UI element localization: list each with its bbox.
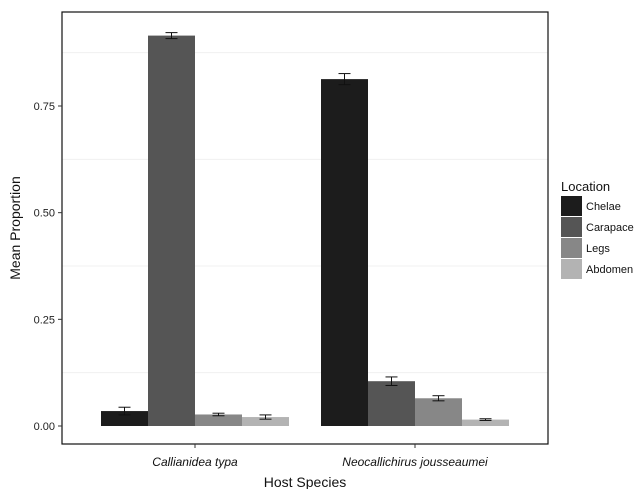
legend-title: Location [561,179,610,194]
legend-key-chelae [561,196,582,216]
error-bars-group [118,32,492,421]
legend-key-carapace [561,217,582,237]
y-axis-title: Mean Proportion [7,176,23,280]
error-bar-abdomen-2 [479,418,492,421]
error-bar-carapace-1 [165,32,178,40]
error-bar-carapace-2 [385,376,398,386]
y-tick-label-3: 0.75 [34,101,55,113]
legend-label-carapace: Carapace [586,222,634,234]
x-axis: Callianidea typa Neocallichirus jousseaum… [152,444,488,469]
x-tick-label-0: Callianidea typa [152,455,238,469]
bar-legs-1 [195,414,242,426]
legend-label-abdomen: Abdomen [586,264,633,276]
error-bar-chelae-2 [338,73,351,86]
gridlines [62,52,548,374]
error-bar-legs-2 [432,395,445,402]
legend: Location Chelae Carapace Legs Abdomen [561,179,634,279]
bars-group [101,35,509,427]
x-axis-title: Host Species [264,474,346,489]
x-tick-label-1: Neocallichirus jousseaumei [342,455,488,469]
bar-carapace-2 [368,381,415,426]
bar-chelae-2 [321,79,368,427]
plot-panel-border [61,11,549,445]
bar-abdomen-1 [242,417,289,426]
legend-label-legs: Legs [586,243,610,255]
legend-label-chelae: Chelae [586,201,621,213]
y-tick-label-0: 0.00 [34,421,55,433]
y-tick-label-1: 0.25 [34,314,55,326]
bar-chelae-1 [101,411,148,426]
bar-legs-2 [415,398,462,426]
error-bar-legs-1 [212,412,225,417]
legend-key-abdomen [561,259,582,279]
y-tick-label-2: 0.50 [34,208,55,220]
y-axis: 0.00 0.25 0.50 0.75 [34,101,62,433]
error-bar-chelae-1 [118,406,131,416]
legend-key-legs [561,238,582,258]
error-bar-abdomen-1 [259,414,272,420]
bar-abdomen-2 [462,419,509,426]
bar-carapace-1 [148,35,195,426]
